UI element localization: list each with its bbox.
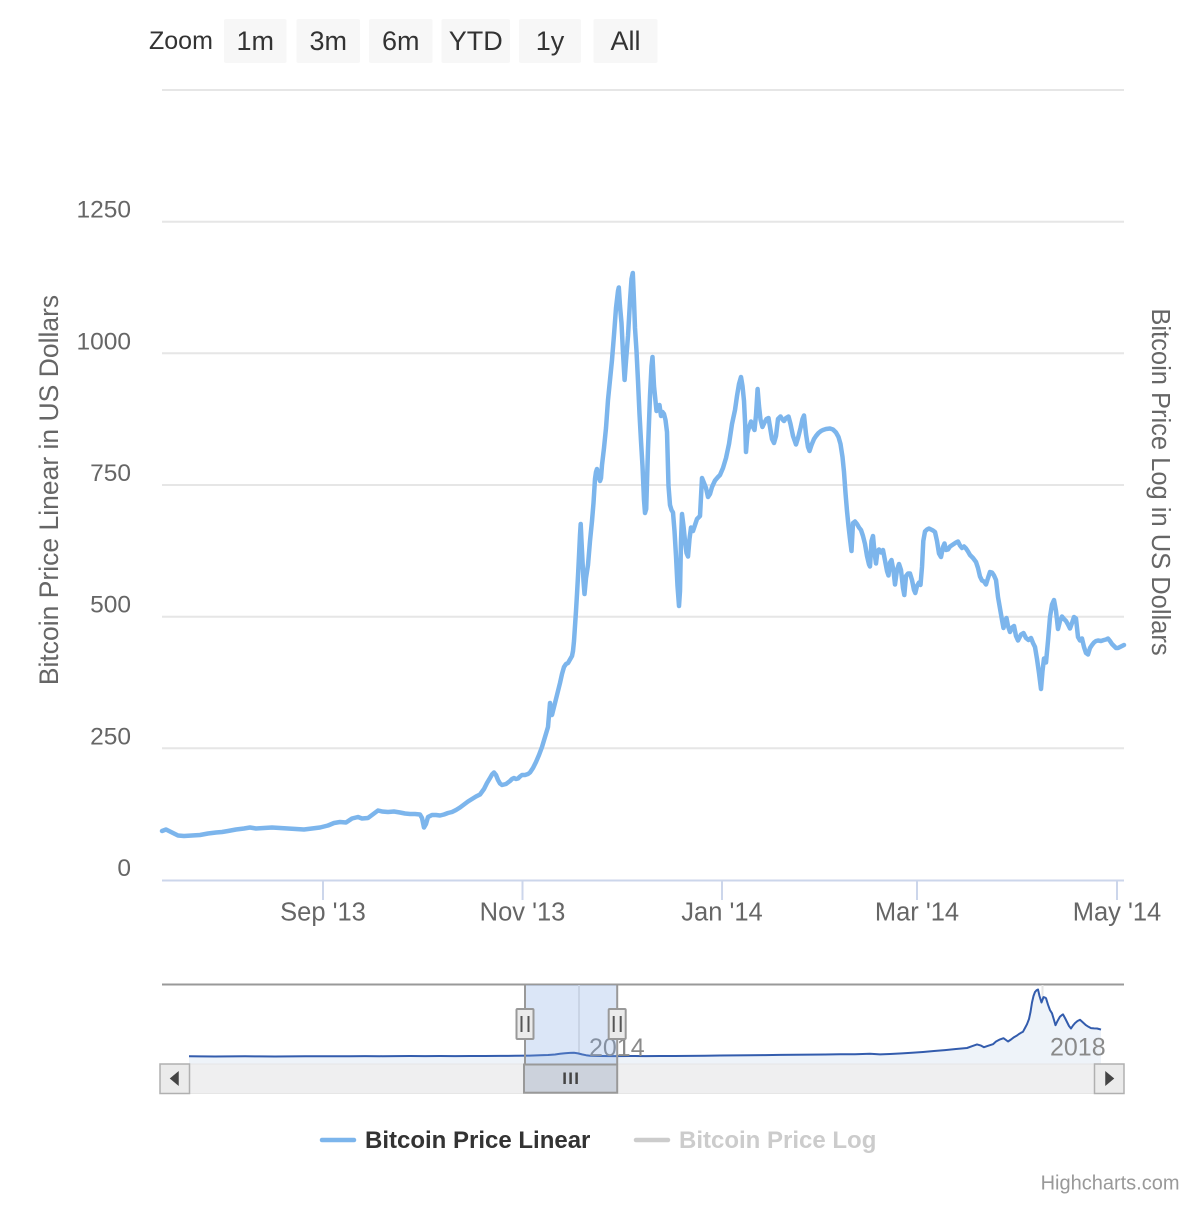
svg-text:Bitcoin Price Log: Bitcoin Price Log — [679, 1127, 876, 1154]
svg-text:Nov '13: Nov '13 — [480, 899, 566, 927]
svg-text:3m: 3m — [309, 26, 347, 56]
svg-text:0: 0 — [117, 855, 131, 882]
svg-text:YTD: YTD — [449, 26, 503, 56]
svg-text:1y: 1y — [536, 26, 565, 56]
svg-text:All: All — [610, 26, 640, 56]
svg-text:Bitcoin Price Linear: Bitcoin Price Linear — [365, 1127, 590, 1154]
svg-text:1m: 1m — [236, 26, 274, 56]
svg-text:250: 250 — [90, 723, 131, 750]
svg-text:Zoom: Zoom — [149, 27, 213, 55]
svg-text:Jan '14: Jan '14 — [681, 899, 762, 927]
svg-text:Sep '13: Sep '13 — [280, 899, 366, 927]
svg-text:May '14: May '14 — [1073, 899, 1162, 927]
svg-text:Highcharts.com: Highcharts.com — [1041, 1173, 1180, 1195]
svg-text:Bitcoin Price Log in US Dollar: Bitcoin Price Log in US Dollars — [1146, 308, 1174, 655]
svg-text:750: 750 — [90, 460, 131, 487]
svg-text:2018: 2018 — [1050, 1034, 1106, 1062]
svg-text:Mar '14: Mar '14 — [875, 899, 959, 927]
svg-text:1250: 1250 — [76, 197, 131, 224]
svg-text:500: 500 — [90, 592, 131, 619]
svg-text:1000: 1000 — [76, 328, 131, 355]
svg-text:6m: 6m — [382, 26, 420, 56]
svg-text:Bitcoin Price Linear in US Dol: Bitcoin Price Linear in US Dollars — [34, 295, 64, 685]
